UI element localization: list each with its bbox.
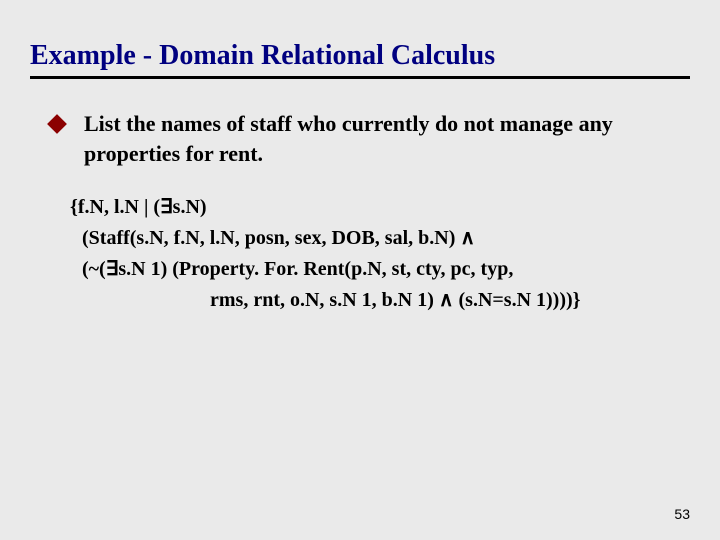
slide: Example - Domain Relational Calculus Lis… [0,0,720,540]
title-underline [30,76,690,79]
formula-line-2: (Staff(s.N, f.N, l.N, posn, sex, DOB, sa… [70,223,690,254]
bullet-text: List the names of staff who currently do… [84,109,690,168]
bullet-item: List the names of staff who currently do… [30,109,690,168]
formula-block: {f.N, l.N | (∃s.N) (Staff(s.N, f.N, l.N,… [30,192,690,316]
page-number: 53 [674,506,690,522]
slide-title: Example - Domain Relational Calculus [30,40,690,72]
diamond-bullet-icon [47,114,67,134]
formula-line-1: {f.N, l.N | (∃s.N) [70,192,690,223]
formula-line-3: (~(∃s.N 1) (Property. For. Rent(p.N, st,… [70,254,690,285]
formula-line-4: rms, rnt, o.N, s.N 1, b.N 1) ∧ (s.N=s.N … [70,285,690,316]
